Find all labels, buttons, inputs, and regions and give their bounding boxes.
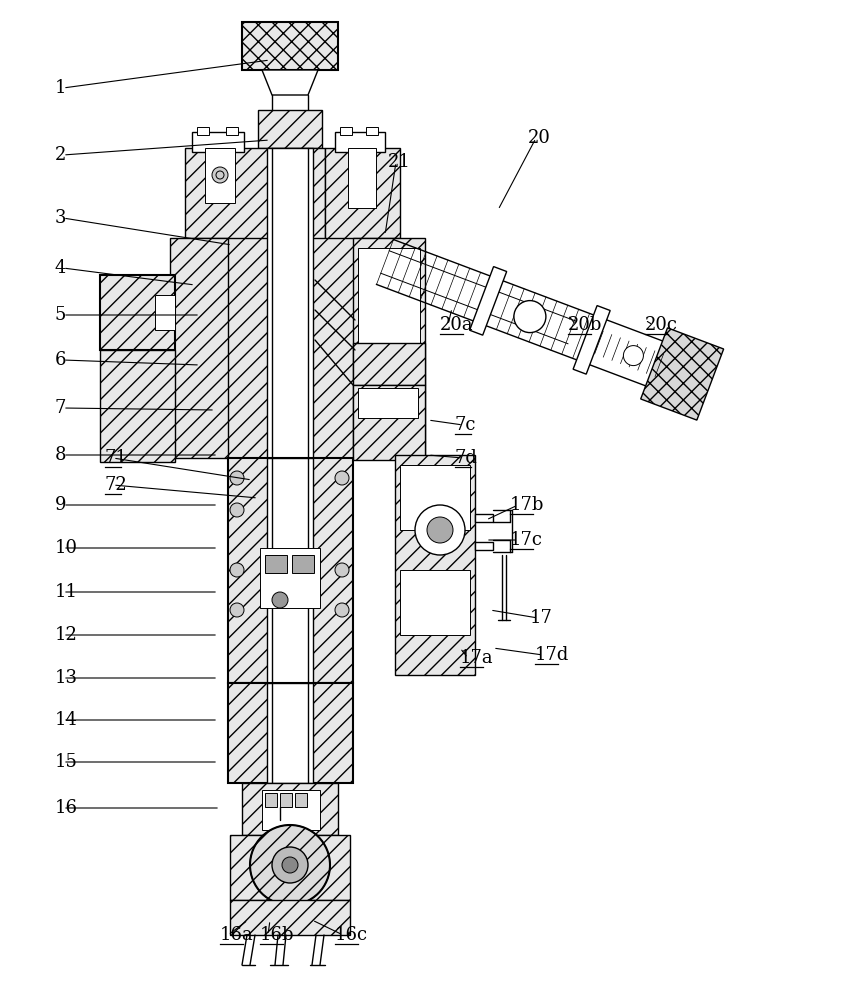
Bar [395,455,475,675]
Text: 72: 72 [105,476,128,494]
Bar [265,555,287,573]
Bar [475,514,493,522]
Text: 12: 12 [55,626,78,644]
Bar [230,900,350,935]
Bar [295,793,307,807]
Text: 15: 15 [55,753,78,771]
Bar [228,458,353,683]
Bar [192,132,244,152]
Text: 16a: 16a [220,926,254,944]
Polygon shape [262,70,318,95]
Polygon shape [469,267,506,335]
Bar [348,148,376,208]
Bar [292,555,314,573]
Bar [400,570,470,635]
Bar [170,238,228,458]
Bar [100,275,175,350]
Circle shape [335,563,349,577]
Bar [335,132,385,152]
Bar [242,783,338,835]
Text: 17: 17 [530,609,553,627]
Text: 13: 13 [55,669,78,687]
Bar [353,238,425,458]
Circle shape [230,603,244,617]
Bar [353,343,425,385]
Circle shape [230,563,244,577]
Text: 20c: 20c [645,316,678,334]
Circle shape [415,505,465,555]
Text: 17b: 17b [510,496,544,514]
Bar [340,127,352,135]
Text: 8: 8 [55,446,66,464]
Bar [230,835,350,900]
Bar [258,110,322,148]
Bar [225,148,267,458]
Bar [325,148,400,238]
Text: 7: 7 [55,399,66,417]
Text: 16b: 16b [260,926,294,944]
Text: 7d: 7d [455,449,478,467]
Bar [267,458,313,683]
Text: 4: 4 [55,259,66,277]
Text: 2: 2 [55,146,66,164]
Text: 3: 3 [55,209,66,227]
Text: 20: 20 [528,129,551,147]
Circle shape [272,847,308,883]
Polygon shape [573,306,611,374]
Polygon shape [641,328,723,420]
Text: 17a: 17a [460,649,494,667]
Bar [267,148,313,488]
Circle shape [623,346,643,366]
Bar [358,248,420,343]
Bar [228,683,353,783]
Circle shape [230,471,244,485]
Text: 21: 21 [388,153,411,171]
Text: 6: 6 [55,351,66,369]
Text: 5: 5 [55,306,66,324]
Text: 17d: 17d [535,646,569,664]
Bar [313,148,353,458]
Circle shape [335,603,349,617]
Bar [242,22,338,70]
Text: 11: 11 [55,583,78,601]
Circle shape [250,825,330,905]
Bar [366,127,378,135]
Text: 10: 10 [55,539,78,557]
Bar [197,127,209,135]
Circle shape [282,857,298,873]
Text: 14: 14 [55,711,78,729]
Bar [400,465,470,530]
Circle shape [212,167,228,183]
Bar [100,350,175,462]
Bar [205,148,235,203]
Bar [155,295,175,330]
Bar [280,793,292,807]
Circle shape [272,592,288,608]
Bar [265,793,277,807]
Text: 20b: 20b [568,316,602,334]
Circle shape [335,471,349,485]
Bar [260,548,320,608]
Text: 16: 16 [55,799,78,817]
Text: 16c: 16c [335,926,368,944]
Text: 1: 1 [55,79,66,97]
Bar [226,127,238,135]
Circle shape [514,301,546,333]
Text: 20a: 20a [440,316,473,334]
Circle shape [427,517,453,543]
Text: 17c: 17c [510,531,543,549]
Text: 7c: 7c [455,416,477,434]
Text: 9: 9 [55,496,66,514]
Bar [353,385,425,460]
Bar [185,148,325,238]
Bar [267,683,313,783]
Circle shape [230,503,244,517]
Bar [262,790,320,830]
Bar [358,388,418,418]
Text: 71: 71 [105,449,128,467]
Bar [475,542,493,550]
